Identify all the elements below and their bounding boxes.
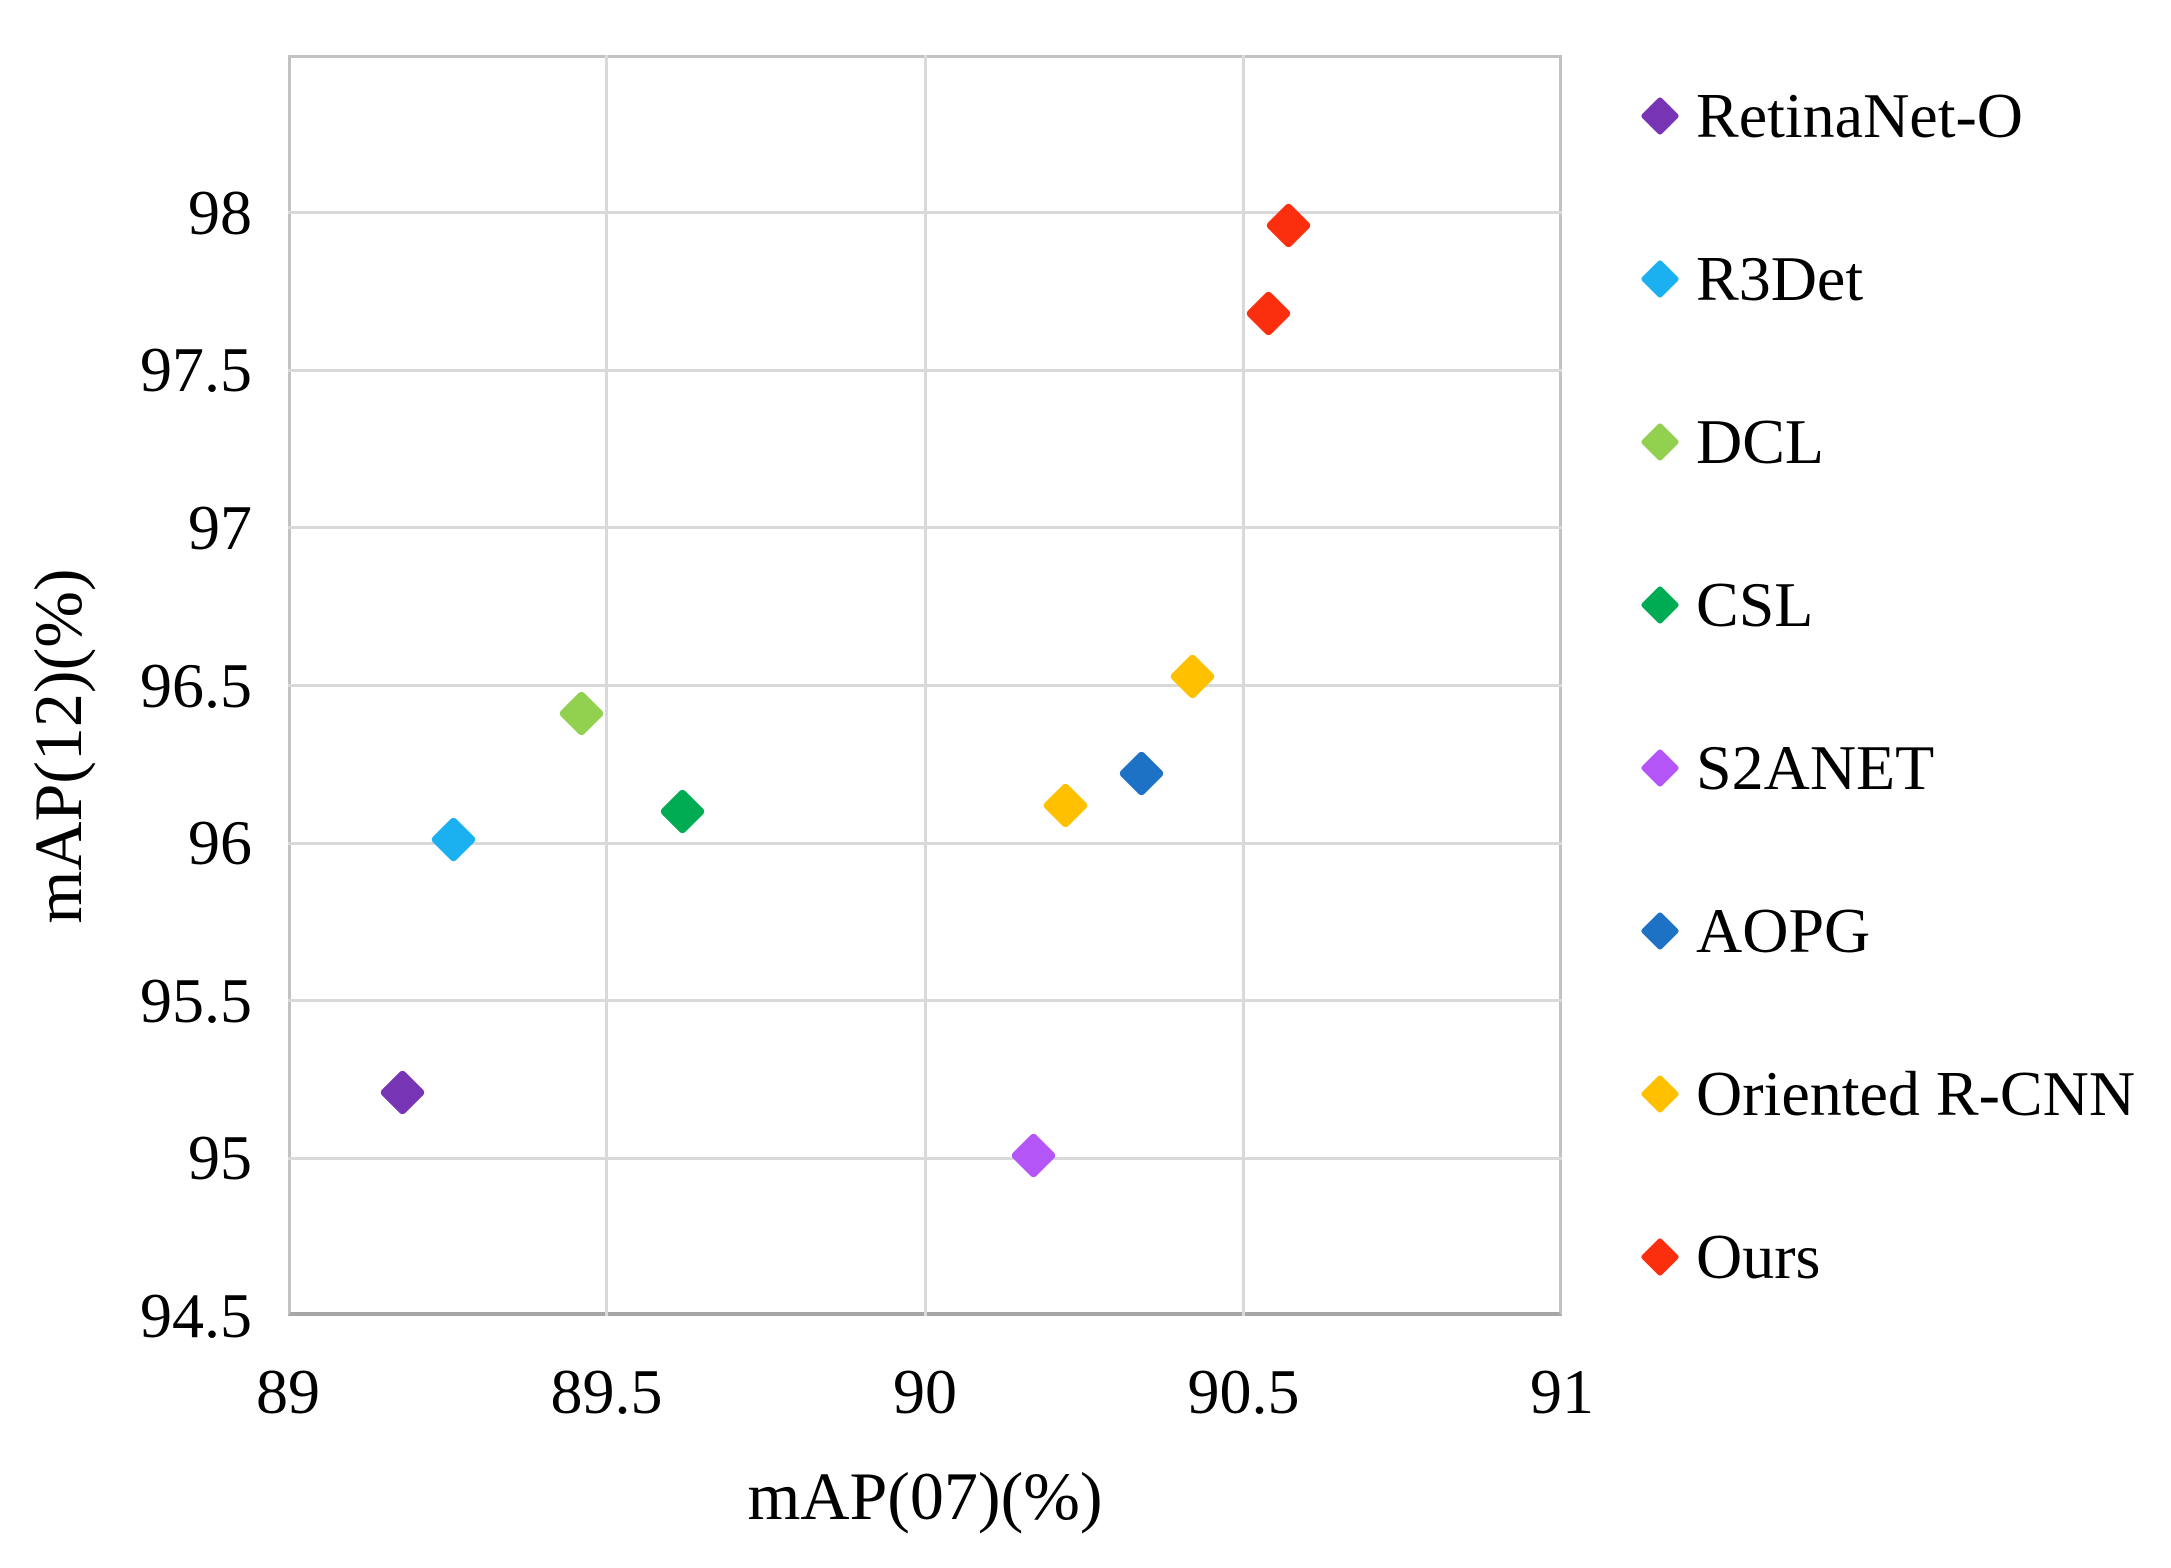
legend-diamond-icon: [1638, 1072, 1682, 1116]
legend-diamond-icon: [1638, 257, 1682, 301]
legend-item-r3det: R3Det: [1638, 237, 1863, 321]
y-tick-label: 94.5: [140, 1280, 252, 1351]
gridline-horizontal: [288, 368, 1562, 372]
x-axis-title: mAP(07)(%): [747, 1458, 1103, 1534]
legend-item-dcl: DCL: [1638, 400, 1824, 484]
gridline-horizontal: [288, 841, 1562, 845]
x-tick-label: 90: [893, 1356, 957, 1427]
legend-label: AOPG: [1696, 895, 1871, 966]
legend-diamond-icon: [1638, 420, 1682, 464]
y-tick-label: 97.5: [140, 334, 252, 406]
legend-item-oriented-r-cnn: Oriented R-CNN: [1638, 1052, 2135, 1136]
x-tick-label: 90.5: [1187, 1356, 1300, 1427]
legend-label: DCL: [1696, 406, 1824, 477]
legend-diamond-icon-shape: [1640, 748, 1680, 788]
gridline-horizontal: [288, 211, 1562, 215]
legend-item-retinanet-o: RetinaNet-O: [1638, 74, 2023, 158]
legend-label: RetinaNet-O: [1696, 80, 2023, 151]
x-tick-label: 89: [256, 1356, 320, 1427]
y-axis-title: mAP(12)(%): [20, 567, 96, 924]
legend-diamond-icon-shape: [1640, 259, 1680, 299]
gridline-horizontal: [288, 526, 1562, 530]
gridline-horizontal: [288, 999, 1562, 1003]
legend-diamond-icon-shape: [1640, 96, 1680, 136]
legend-label: CSL: [1696, 569, 1814, 640]
y-tick-label: 95: [188, 1122, 252, 1194]
legend-item-aopg: AOPG: [1638, 889, 1870, 973]
legend-label: Ours: [1696, 1221, 1821, 1292]
legend-diamond-icon: [1638, 909, 1682, 953]
legend-diamond-icon-shape: [1640, 1237, 1680, 1277]
legend-item-s2anet: S2ANET: [1638, 726, 1934, 810]
legend-label: R3Det: [1696, 243, 1864, 314]
legend-diamond-icon-shape: [1640, 911, 1680, 951]
legend-diamond-icon-shape: [1640, 1074, 1680, 1114]
legend-diamond-icon: [1638, 583, 1682, 627]
y-tick-label: 96: [188, 807, 252, 879]
legend-diamond-icon-shape: [1640, 422, 1680, 462]
gridline-horizontal: [288, 684, 1562, 687]
gridline-horizontal: [288, 1156, 1562, 1160]
y-tick-label: 96.5: [140, 649, 252, 721]
x-tick-label: 89.5: [550, 1356, 663, 1427]
legend-item-ours: Ours: [1638, 1215, 1820, 1299]
legend-diamond-icon: [1638, 746, 1682, 790]
legend-diamond-icon-shape: [1640, 585, 1680, 625]
y-tick-label: 97: [188, 491, 252, 563]
x-tick-label: 91: [1530, 1356, 1594, 1427]
legend-diamond-icon: [1638, 1235, 1682, 1279]
y-tick-label: 98: [188, 176, 252, 248]
legend-label: S2ANET: [1696, 732, 1935, 803]
legend-label: Oriented R-CNN: [1696, 1058, 2136, 1129]
y-tick-label: 95.5: [140, 964, 252, 1036]
legend-diamond-icon: [1638, 94, 1682, 138]
legend-item-csl: CSL: [1638, 563, 1813, 647]
